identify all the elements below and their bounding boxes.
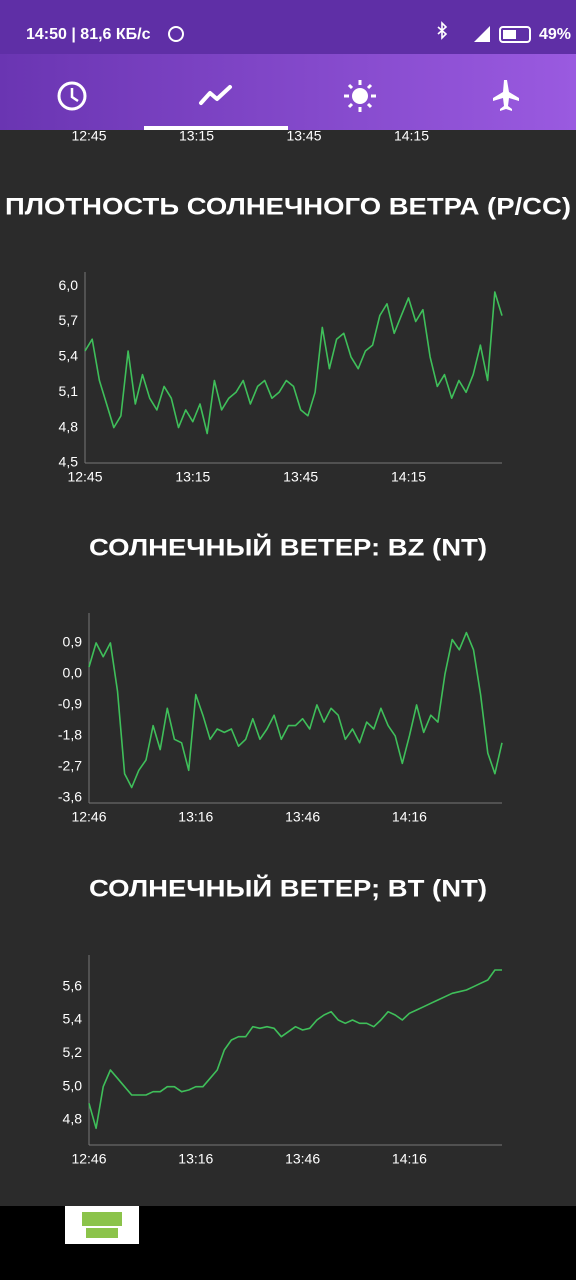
y-tick-label: 5,6 (63, 977, 83, 993)
tab-bar (0, 54, 576, 130)
y-tick-label: 0,9 (63, 634, 83, 650)
y-tick-label: -0,9 (58, 696, 82, 712)
y-tick-label: 5,2 (63, 1044, 83, 1060)
y-tick-label: 5,4 (59, 348, 79, 364)
x-tick-label: 12:45 (67, 469, 102, 485)
y-tick-label: 4,5 (59, 454, 79, 470)
x-tick-label: 13:46 (285, 809, 320, 825)
x-tick-label: 14:15 (394, 128, 429, 144)
alarm-icon (168, 26, 184, 42)
x-tick-label: 13:16 (178, 809, 213, 825)
x-tick-label: 12:46 (71, 1151, 106, 1167)
y-tick-label: 5,7 (59, 312, 79, 328)
tab-indicator (144, 126, 288, 130)
line (84, 291, 503, 435)
partial-axis: 12:45 13:15 13:45 14:15 (71, 128, 429, 144)
chart-title: ПЛОТНОСТЬ СОЛНЕЧНОГО ВЕТРА (P/CC) (5, 193, 571, 220)
tab-sun[interactable] (344, 80, 376, 112)
signal-icon (474, 26, 490, 42)
x-tick-label: 13:15 (179, 128, 214, 144)
charts: ПЛОТНОСТЬ СОЛНЕЧНОГО ВЕТРА (P/CC) 4,5 4,8 5… (5, 193, 571, 1166)
y-tick-label: 5,1 (59, 383, 79, 399)
status-time: 14:50 | 81,6 КБ/с (26, 26, 151, 43)
x-tick-label: 13:16 (178, 1151, 213, 1167)
chart-title: СОЛНЕЧНЫЙ ВЕТЕР; BT (NT) (89, 874, 487, 902)
x-tick-label: 13:46 (285, 1151, 320, 1167)
x-tick-label: 13:45 (283, 469, 318, 485)
x-tick-label: 12:45 (71, 128, 106, 144)
y-tick-label: 6,0 (59, 277, 79, 293)
x-tick-label: 13:15 (175, 469, 210, 485)
tab-clock[interactable] (57, 81, 87, 111)
y-tick-label: 4,8 (63, 1111, 83, 1127)
x-tick-label: 14:16 (392, 1151, 427, 1167)
chart-title: СОЛНЕЧНЫЙ ВЕТЕР: BZ (NT) (89, 533, 487, 561)
y-tick-label: 4,8 (59, 418, 79, 434)
x-tick-label: 12:46 (71, 809, 106, 825)
x-tick-label: 14:15 (391, 469, 426, 485)
battery-icon (499, 26, 531, 43)
x-tick-label: 13:45 (286, 128, 321, 144)
tab-chart[interactable] (199, 85, 232, 105)
android-icon (82, 1212, 122, 1238)
x-tick-label: 14:16 (392, 809, 427, 825)
line (88, 631, 503, 789)
status-bar (0, 0, 576, 54)
y-tick-label: -2,7 (58, 758, 82, 774)
bluetooth-icon (437, 21, 448, 40)
battery-text: 49% (539, 26, 571, 43)
battery-level (503, 30, 516, 39)
y-tick-label: 0,0 (63, 665, 83, 681)
y-tick-label: -1,8 (58, 727, 82, 743)
y-tick-label: 5,4 (63, 1011, 83, 1027)
y-tick-label: 5,0 (63, 1077, 83, 1093)
y-tick-label: -3,6 (58, 789, 82, 805)
tab-plane[interactable] (493, 80, 519, 111)
line (88, 969, 502, 1130)
